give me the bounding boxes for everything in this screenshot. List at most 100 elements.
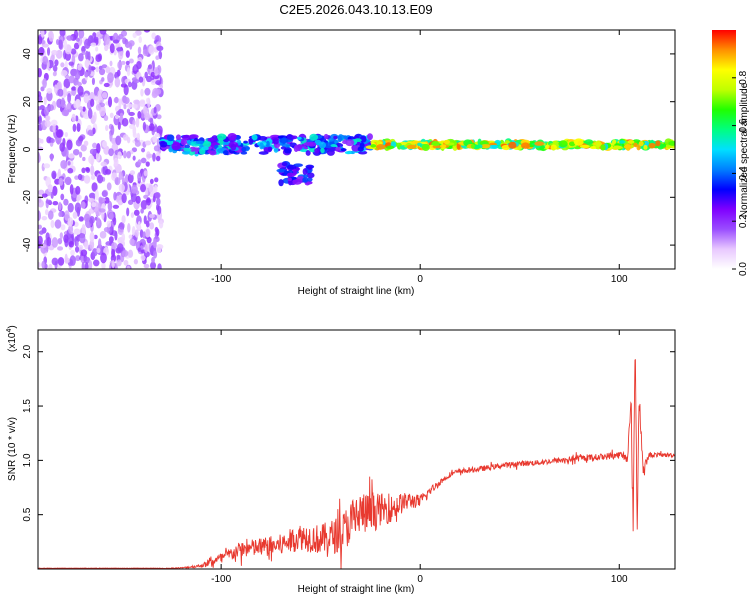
spectrogram-cell (376, 144, 386, 150)
spectrogram-cell (251, 134, 258, 141)
spectrogram-cell (138, 36, 143, 44)
spectrogram-cell (222, 150, 229, 156)
spectrogram-cell (195, 140, 205, 145)
snr-scale-label: (x104) (6, 325, 18, 352)
spectrogram-cell (48, 30, 54, 42)
spectrogram-cell (46, 236, 52, 247)
spectrogram-cell (131, 226, 136, 237)
spectrogram-cell (41, 193, 48, 198)
spectrogram-cell (91, 77, 95, 86)
spectrogram-cell (307, 141, 317, 147)
spectrogram-cell (113, 49, 117, 56)
spectrogram-cell (292, 178, 302, 185)
y-tick-label: 0 (22, 146, 33, 152)
spectrogram-cell (104, 34, 110, 46)
spectrogram-cell (118, 33, 124, 40)
x-tick-label: 0 (417, 274, 423, 285)
spectrogram-cell (154, 132, 160, 138)
spectrogram-cell (88, 197, 95, 203)
snr-axes: -100 0 100 0.5 1.0 1.5 2.0 (22, 330, 675, 585)
spectrogram-cell (114, 77, 121, 88)
snr-ylabel: SNR (10 * v/v) (7, 417, 18, 481)
spectrogram-cell (183, 147, 192, 152)
spectrogram-cell (137, 220, 141, 231)
spectrogram-cell (104, 44, 109, 52)
spectrogram-cell (50, 219, 55, 229)
spectrogram-cell (38, 224, 42, 230)
spectrogram-cell (359, 135, 367, 143)
spectrogram-cell (340, 148, 347, 152)
spectrogram-cell (101, 261, 106, 269)
spectrogram-cell (47, 210, 54, 220)
spectrogram-cell (108, 148, 114, 157)
spectrogram-cell (52, 71, 57, 77)
spectrogram-cell (78, 30, 85, 39)
spectrogram-cell (142, 49, 149, 57)
spectrogram-cell (132, 131, 137, 138)
spectrogram-cell (94, 95, 98, 101)
spectrogram-cell (92, 142, 98, 149)
spectrogram-cell (109, 112, 114, 119)
spectrogram-panel: -100 0 100 -40 -20 0 20 40 Height of straight l… (7, 29, 676, 297)
spectrogram-cell (38, 106, 42, 111)
spectrogram-cell (60, 70, 68, 77)
spectrogram-cell (127, 249, 134, 258)
spectrogram-cell (60, 224, 66, 231)
spectrogram-cell (85, 167, 91, 173)
spectrogram-cell (41, 40, 46, 45)
spectrogram-cell (74, 202, 82, 214)
spectrogram-cell (127, 81, 132, 88)
spectrogram-cell (146, 153, 154, 159)
spectrogram-cell (140, 199, 148, 210)
spectrogram-cell (147, 64, 153, 70)
spectrogram-cell (135, 117, 140, 128)
spectrogram-ylabel: Frequency (Hz) (7, 115, 18, 184)
spectrogram-cell (335, 146, 342, 151)
spectrogram-cell (92, 259, 100, 267)
spectrogram-cell (96, 217, 101, 226)
spectrogram-cell (84, 262, 89, 269)
spectrogram-cell (126, 207, 130, 217)
spectrogram-cell (110, 254, 117, 263)
spectrogram-cell (143, 263, 150, 269)
spectrogram-cell (60, 193, 65, 201)
spectrogram-cell (584, 139, 594, 145)
spectrogram-cell (112, 39, 120, 44)
spectrogram-cell (108, 212, 114, 220)
spectrogram-cell (130, 184, 138, 194)
spectrogram-cell (366, 133, 373, 141)
spectrogram-cell (307, 165, 313, 171)
spectrogram-cell (38, 35, 43, 45)
spectrogram-cell (248, 138, 254, 145)
spectrogram-cell (103, 145, 110, 155)
spectrogram-cell (257, 136, 268, 141)
spectrogram-cell (123, 104, 127, 110)
spectrogram-cell (64, 176, 72, 186)
spectrogram-cell (80, 201, 86, 209)
spectrogram-cell (59, 30, 66, 37)
spectrogram-cell (154, 177, 159, 183)
spectrogram-cell (57, 256, 65, 266)
spectrogram-cell (443, 139, 451, 144)
spectrogram-cell (67, 167, 74, 174)
spectrogram-cell (154, 88, 162, 95)
spectrogram-cell (109, 43, 115, 54)
spectrogram-cell (144, 87, 151, 96)
spectrogram-cell (104, 197, 110, 204)
spectrogram-cell (107, 200, 113, 212)
spectrogram-cell (74, 175, 79, 180)
spectrogram-cell (113, 191, 117, 201)
spectrogram-cell (126, 103, 133, 108)
spectrogram-cell (151, 32, 157, 40)
spectrogram-cell (330, 144, 338, 148)
spectrogram-cell (50, 138, 55, 144)
spectrogram-cell (123, 97, 130, 104)
spectrogram-cell (60, 62, 65, 68)
spectrogram-cell (57, 246, 64, 251)
spectrogram-cell (134, 140, 141, 147)
spectrogram-cell (142, 231, 146, 239)
spectrogram-cell (83, 256, 91, 264)
spectrogram-cell (74, 246, 80, 253)
spectrogram-cell (63, 234, 69, 244)
spectrogram-cell (38, 94, 43, 103)
